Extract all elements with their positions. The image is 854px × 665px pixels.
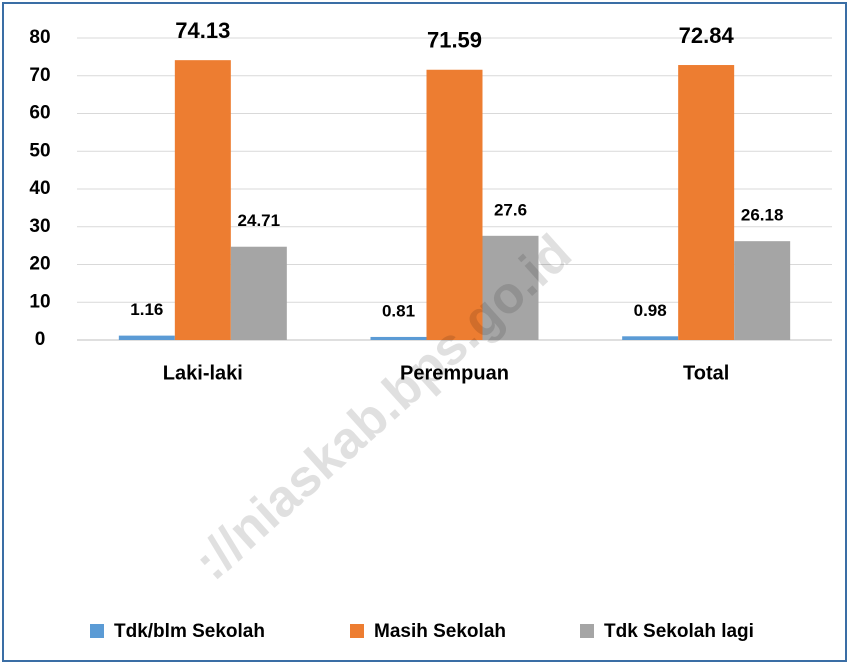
data-label: 0.98	[634, 301, 667, 320]
legend-label: Masih Sekolah	[374, 621, 506, 642]
bar	[678, 65, 735, 341]
bar	[370, 336, 427, 340]
legend-label: Tdk/blm Sekolah	[114, 621, 265, 642]
x-tick-label: Perempuan	[400, 362, 509, 384]
bar	[118, 335, 175, 340]
data-label: 27.6	[494, 200, 527, 219]
bar	[734, 241, 791, 340]
x-tick-label: Total	[683, 362, 729, 384]
data-label: 72.84	[679, 23, 735, 48]
legend-swatch	[90, 624, 104, 638]
data-label: 24.71	[238, 211, 281, 230]
bar	[622, 336, 679, 340]
data-label: 1.16	[130, 300, 163, 319]
bar	[174, 60, 231, 341]
bar	[230, 246, 287, 340]
legend-swatch	[580, 624, 594, 638]
bar	[426, 69, 483, 341]
data-label: 71.59	[427, 28, 482, 53]
y-tick-label: 50	[29, 140, 50, 161]
x-tick-label: Laki-laki	[163, 362, 243, 384]
y-tick-label: 70	[29, 65, 50, 86]
legend-swatch	[350, 624, 364, 638]
data-label: 74.13	[175, 18, 230, 43]
y-tick-label: 10	[29, 291, 50, 312]
y-tick-label: 60	[29, 103, 50, 124]
y-tick-label: 0	[35, 329, 46, 350]
y-tick-label: 40	[29, 178, 50, 199]
bar	[482, 235, 539, 340]
y-tick-label: 80	[29, 27, 50, 48]
data-label: 26.18	[741, 206, 784, 225]
data-label: 0.81	[382, 301, 415, 320]
legend-label: Tdk Sekolah lagi	[604, 621, 754, 642]
y-tick-label: 30	[29, 216, 50, 237]
y-tick-label: 20	[29, 254, 50, 275]
